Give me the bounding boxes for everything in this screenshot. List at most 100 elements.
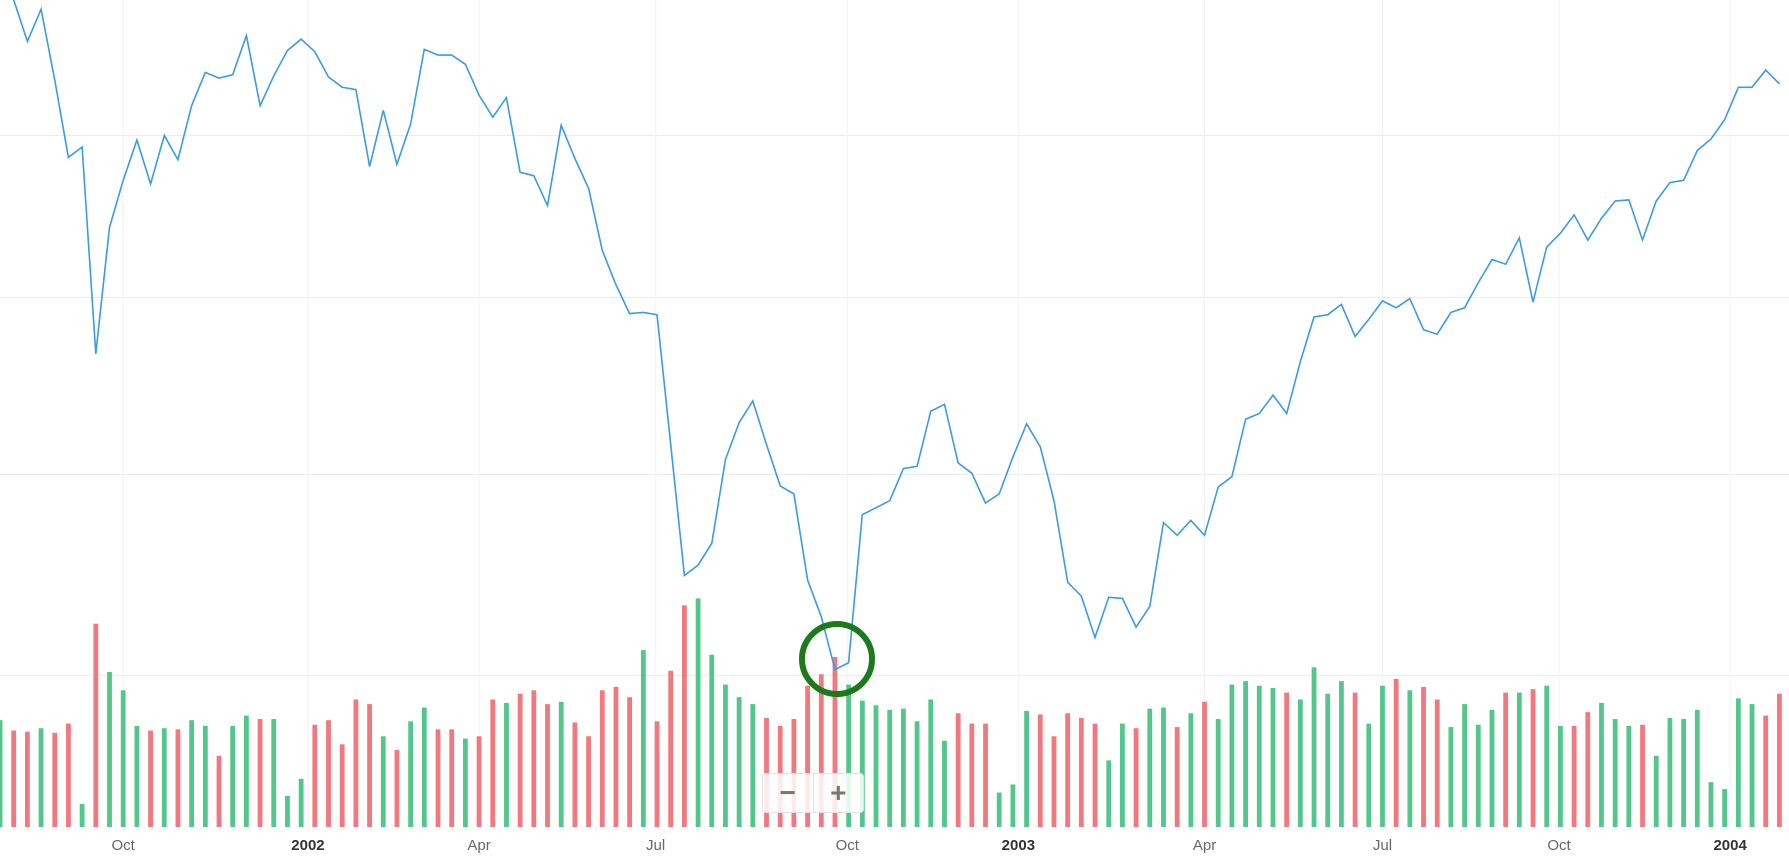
- volume-bar: [1489, 709, 1495, 827]
- volume-bar: [1311, 667, 1317, 827]
- volume-bar: [942, 740, 947, 827]
- volume-bar: [298, 778, 304, 827]
- x-tick-label: 2002: [291, 837, 324, 854]
- volume-bar: [832, 657, 838, 827]
- volume-bar: [230, 725, 236, 827]
- volume-bar: [504, 702, 509, 827]
- volume-bar: [1147, 708, 1153, 827]
- volume-bar: [52, 732, 58, 827]
- volume-bar: [1530, 689, 1536, 827]
- volume-bar: [120, 690, 126, 827]
- volume-bar: [1722, 789, 1728, 827]
- volume-bar: [1558, 725, 1563, 827]
- volume-bar: [599, 690, 605, 827]
- volume-bar: [490, 699, 496, 827]
- volume-bar: [326, 720, 331, 827]
- volume-bar: [1065, 713, 1071, 827]
- volume-bar: [955, 713, 961, 827]
- volume-bar: [1516, 692, 1522, 827]
- volume-bar: [517, 693, 523, 827]
- volume-bar: [1133, 728, 1139, 827]
- volume-bar: [93, 623, 99, 827]
- volume-bar: [257, 719, 263, 827]
- volume-bar: [1571, 725, 1577, 827]
- volume-bar: [1229, 684, 1235, 827]
- volume-bar: [1763, 715, 1769, 827]
- volume-bars: [0, 598, 1782, 827]
- volume-bar: [1599, 702, 1604, 827]
- volume-bar: [558, 701, 564, 827]
- volume-bar: [640, 650, 646, 827]
- zoom-in-button[interactable]: +: [812, 774, 864, 812]
- volume-bar: [202, 725, 208, 827]
- volume-bar: [394, 750, 400, 827]
- zoom-out-button[interactable]: −: [779, 777, 796, 808]
- volume-bar: [462, 738, 468, 827]
- volume-bar: [613, 686, 619, 827]
- volume-bar: [271, 719, 277, 827]
- volume-bar: [421, 707, 427, 827]
- x-axis: Oct 2002 Apr Jul Oct 2003 Apr Jul Oct 2004: [112, 837, 1748, 854]
- volume-bar: [1243, 681, 1248, 827]
- volume-bar: [914, 721, 920, 827]
- volume-bar: [1215, 719, 1221, 827]
- grid: [0, 0, 1789, 827]
- volume-bar: [1092, 723, 1098, 827]
- volume-bar: [1407, 690, 1413, 827]
- volume-bar: [627, 697, 633, 827]
- zoom-controls: − +: [762, 773, 864, 813]
- volume-bar: [1339, 681, 1344, 827]
- x-tick-label: 2003: [1002, 837, 1035, 854]
- volume-bar: [1270, 688, 1276, 827]
- volume-bar: [1681, 719, 1687, 827]
- volume-bar: [285, 795, 290, 827]
- volume-bar: [79, 804, 85, 827]
- volume-bar: [1037, 714, 1043, 827]
- price-line-layer: [12, 0, 1780, 671]
- volume-bar: [818, 674, 824, 827]
- volume-bar: [367, 704, 372, 827]
- volume-bar: [408, 721, 414, 827]
- volume-bar: [805, 685, 810, 827]
- volume-bar: [476, 736, 482, 827]
- volume-bar: [1010, 784, 1016, 827]
- volume-bar: [1421, 686, 1426, 827]
- volume-bar: [1284, 692, 1290, 827]
- volume-bar: [353, 699, 359, 827]
- volume-bar: [859, 700, 865, 827]
- volume-bar: [1256, 685, 1262, 827]
- volume-bar: [1174, 727, 1180, 827]
- volume-bar: [1475, 724, 1481, 827]
- volume-bar: [1380, 685, 1385, 827]
- x-tick-label: Apr: [467, 837, 490, 854]
- volume-bar: [1188, 713, 1194, 827]
- volume-bar: [1352, 692, 1358, 827]
- volume-bar: [339, 744, 345, 827]
- volume-bar: [723, 684, 728, 827]
- volume-bar: [1585, 712, 1591, 827]
- volume-bar: [1297, 699, 1303, 827]
- highlight-circle: [799, 621, 875, 697]
- x-tick-label: Jul: [1373, 837, 1392, 854]
- volume-bar: [1366, 723, 1372, 827]
- volume-bar: [1161, 707, 1166, 827]
- x-tick-label: 2004: [1713, 837, 1747, 854]
- volume-bar: [1612, 719, 1618, 827]
- volume-bar: [216, 755, 222, 827]
- volume-bar: [1777, 693, 1782, 827]
- volume-bar: [1448, 727, 1454, 827]
- volume-bar: [1503, 692, 1509, 827]
- volume-bar: [1694, 709, 1700, 827]
- volume-bar: [449, 729, 455, 827]
- volume-bar: [66, 723, 71, 827]
- volume-bar: [1749, 704, 1755, 827]
- volume-bar: [189, 720, 195, 827]
- volume-bar: [1735, 698, 1741, 827]
- volume-bar: [586, 736, 591, 827]
- x-tick-label: Oct: [112, 837, 136, 854]
- volume-bar: [1051, 736, 1057, 827]
- volume-bar: [1434, 699, 1440, 827]
- x-tick-label: Oct: [836, 837, 860, 854]
- volume-bar: [1544, 685, 1550, 827]
